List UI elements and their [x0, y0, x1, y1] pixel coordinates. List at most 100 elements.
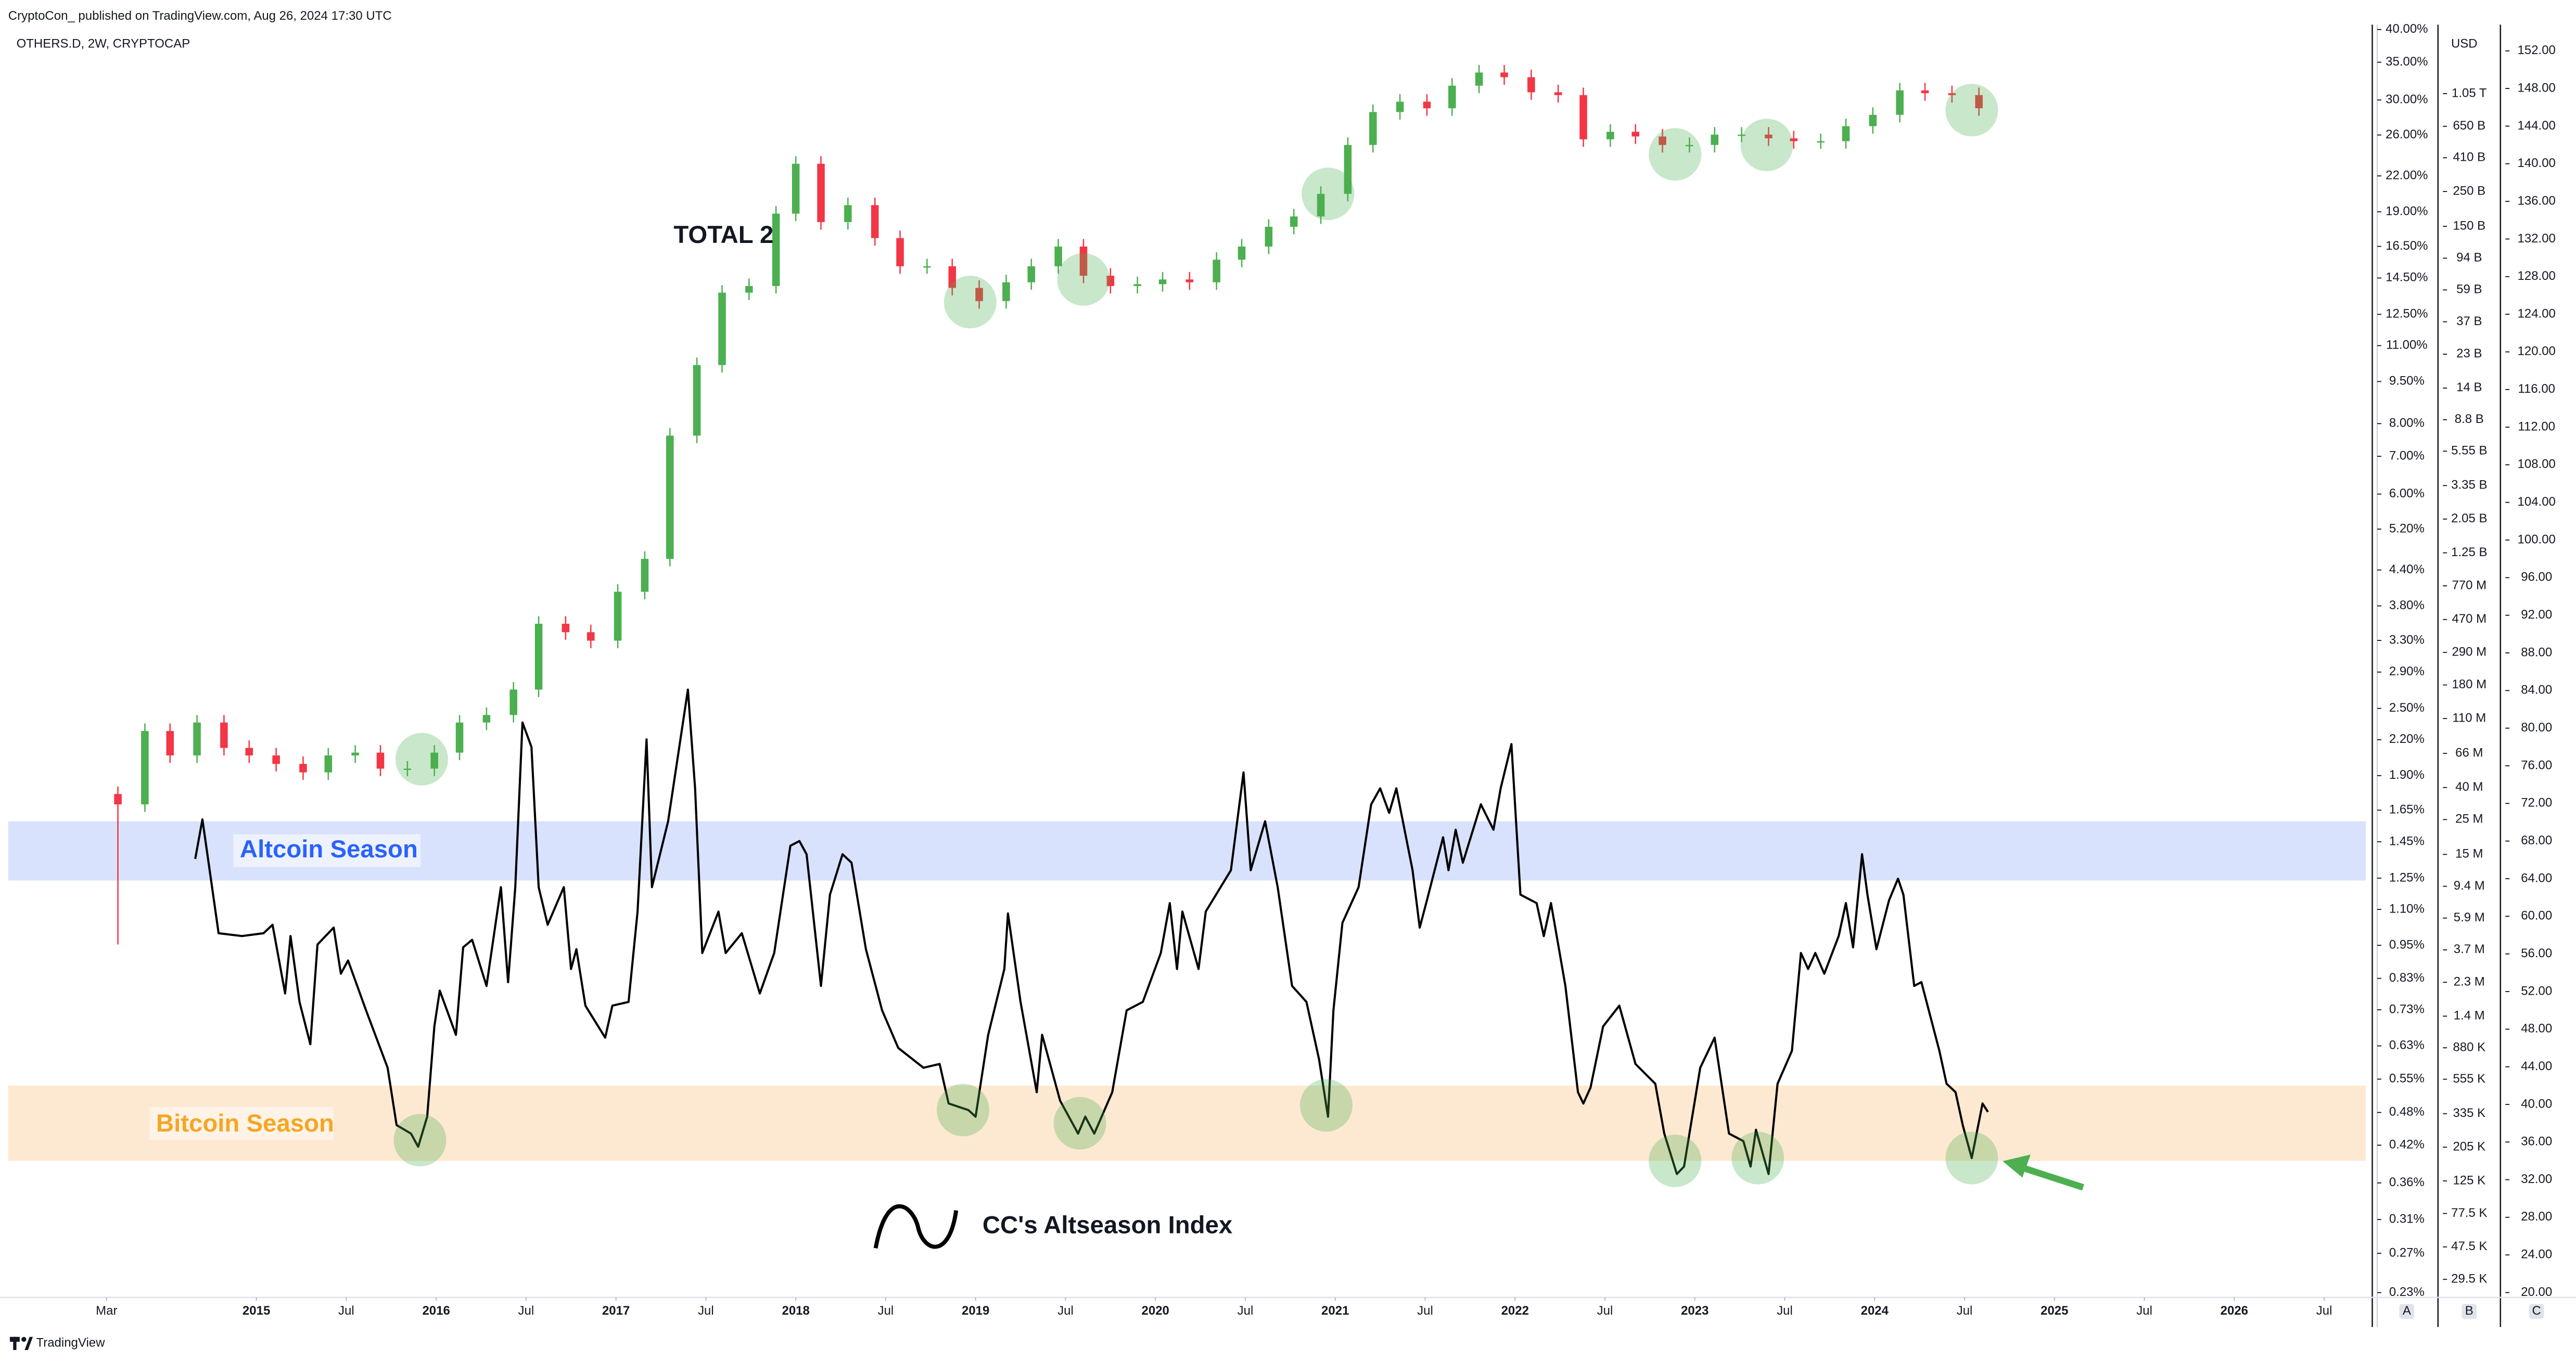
- x-tick-label: 2015: [243, 1304, 270, 1318]
- candle-body: [817, 163, 825, 222]
- candle-body: [1002, 282, 1010, 301]
- candle-body: [1448, 85, 1456, 109]
- y-tick-label: 290 M: [2452, 645, 2486, 659]
- y-tick-label: 3.30%: [2389, 633, 2425, 647]
- y-tick-label: 0.31%: [2389, 1212, 2425, 1226]
- y-tick-label: 124.00: [2518, 306, 2556, 320]
- y-tick-label: 26.00%: [2386, 127, 2428, 142]
- y-tick-label: 3.7 M: [2454, 942, 2485, 956]
- highlight: [936, 1084, 990, 1137]
- highlight: [1945, 1132, 1998, 1185]
- y-tick-label: 44.00: [2521, 1059, 2552, 1073]
- y-tick-label: 30.00%: [2386, 93, 2428, 107]
- y-tick-label: 180 M: [2452, 677, 2486, 691]
- y-tick-label: 0.73%: [2389, 1002, 2425, 1016]
- candle-body: [1133, 284, 1141, 286]
- highlights: [393, 84, 1998, 1187]
- x-tick-label: Mar: [96, 1304, 117, 1318]
- candle-body: [1290, 216, 1298, 227]
- axis-button: [2462, 1304, 2477, 1319]
- y-tick-label: 56.00: [2521, 946, 2552, 960]
- x-tick-label: Jul: [1777, 1304, 1793, 1318]
- candle-body: [114, 794, 122, 805]
- y-tick-label: 84.00: [2521, 683, 2552, 697]
- y-tick-label: 40.00: [2521, 1097, 2552, 1111]
- y-tick-label: 110 M: [2452, 711, 2486, 725]
- candle-body: [1369, 112, 1377, 145]
- candle-body: [1213, 260, 1220, 282]
- candle-body: [351, 752, 359, 756]
- candle-body: [792, 163, 800, 214]
- y-tick-label: 148.00: [2518, 81, 2556, 95]
- y-tick-label: 24.00: [2521, 1248, 2552, 1262]
- y-tick-label: 76.00: [2521, 758, 2552, 772]
- y-tick-label: 40 M: [2455, 780, 2483, 794]
- zones: [8, 821, 2366, 1161]
- y-tick-label: 140.00: [2518, 156, 2556, 170]
- candle-body: [1475, 72, 1483, 86]
- candle-body: [1265, 226, 1273, 247]
- candle-body: [896, 238, 904, 266]
- candle-body: [718, 292, 726, 365]
- candle-body: [376, 752, 385, 769]
- candle-body: [245, 748, 253, 756]
- y-tick-label: 2.05 B: [2451, 511, 2487, 525]
- zone: [8, 1085, 2366, 1161]
- y-tick-label: 47.5 K: [2451, 1239, 2487, 1253]
- candle-body: [1238, 246, 1246, 260]
- arrow-head: [2003, 1154, 2031, 1178]
- y-tick-label: 108.00: [2518, 457, 2556, 471]
- y-tick-label: 152.00: [2518, 43, 2556, 57]
- candle-body: [1185, 279, 1194, 282]
- y-tick-label: 9.4 M: [2454, 879, 2485, 893]
- candle-body: [1711, 134, 1719, 145]
- legend-label: CC's Altseason Index: [983, 1212, 1232, 1239]
- candle-body: [299, 764, 307, 773]
- y-tick-label: 48.00: [2521, 1022, 2552, 1036]
- candle-body: [534, 623, 543, 690]
- y-tick-label: 72.00: [2521, 796, 2552, 810]
- candle-body: [666, 435, 674, 559]
- y-tick-label: 1.05 T: [2452, 86, 2487, 100]
- candle-body: [1738, 134, 1745, 136]
- y-tick-label: 100.00: [2518, 532, 2556, 546]
- y-tick-label: 12.50%: [2386, 307, 2428, 321]
- candle-body: [1554, 92, 1562, 95]
- candle-body: [1423, 101, 1431, 109]
- y-tick-label: 94 B: [2456, 251, 2482, 265]
- y-tick-label: 116.00: [2518, 382, 2555, 396]
- y-tick-label: 0.95%: [2389, 937, 2425, 952]
- y-tick-label: 2.90%: [2389, 664, 2425, 678]
- candle-body: [1975, 95, 1983, 109]
- y-tick-label: 77.5 K: [2451, 1206, 2487, 1220]
- y-tick-label: 120.00: [2518, 344, 2556, 358]
- candle-body: [923, 266, 931, 268]
- arrow: [2021, 1164, 2084, 1191]
- y-tick-label: 3.80%: [2389, 598, 2425, 612]
- y-tick-label: 20.00: [2521, 1285, 2552, 1299]
- x-tick-label: 2018: [782, 1304, 809, 1318]
- y-tick-label: 80.00: [2521, 721, 2552, 735]
- y-tick-label: 22.00%: [2386, 169, 2428, 183]
- y-tick-label: 28.00: [2521, 1210, 2552, 1224]
- y-tick-label: 0.36%: [2389, 1175, 2425, 1189]
- y-tick-label: 0.55%: [2389, 1072, 2425, 1086]
- candle-body: [1106, 275, 1115, 286]
- candle-body: [1500, 72, 1508, 78]
- y-tick-label: 25 M: [2455, 812, 2483, 826]
- candle-body: [1027, 266, 1036, 282]
- candle-body: [772, 213, 780, 286]
- logo: [21, 1337, 27, 1342]
- y-tick-label: 64.00: [2521, 871, 2552, 885]
- candle-body: [1079, 246, 1088, 276]
- candle-body: [1344, 145, 1352, 194]
- candle-body: [745, 286, 753, 293]
- candle-body: [1631, 132, 1640, 137]
- zone-label-bg: [149, 1107, 334, 1140]
- highlight: [943, 276, 997, 329]
- y-tick-label: 40.00%: [2386, 22, 2428, 36]
- y-tick-label: 770 M: [2452, 578, 2486, 592]
- candle-body: [844, 205, 852, 222]
- candle-body: [403, 768, 412, 770]
- candle-body: [1054, 246, 1062, 266]
